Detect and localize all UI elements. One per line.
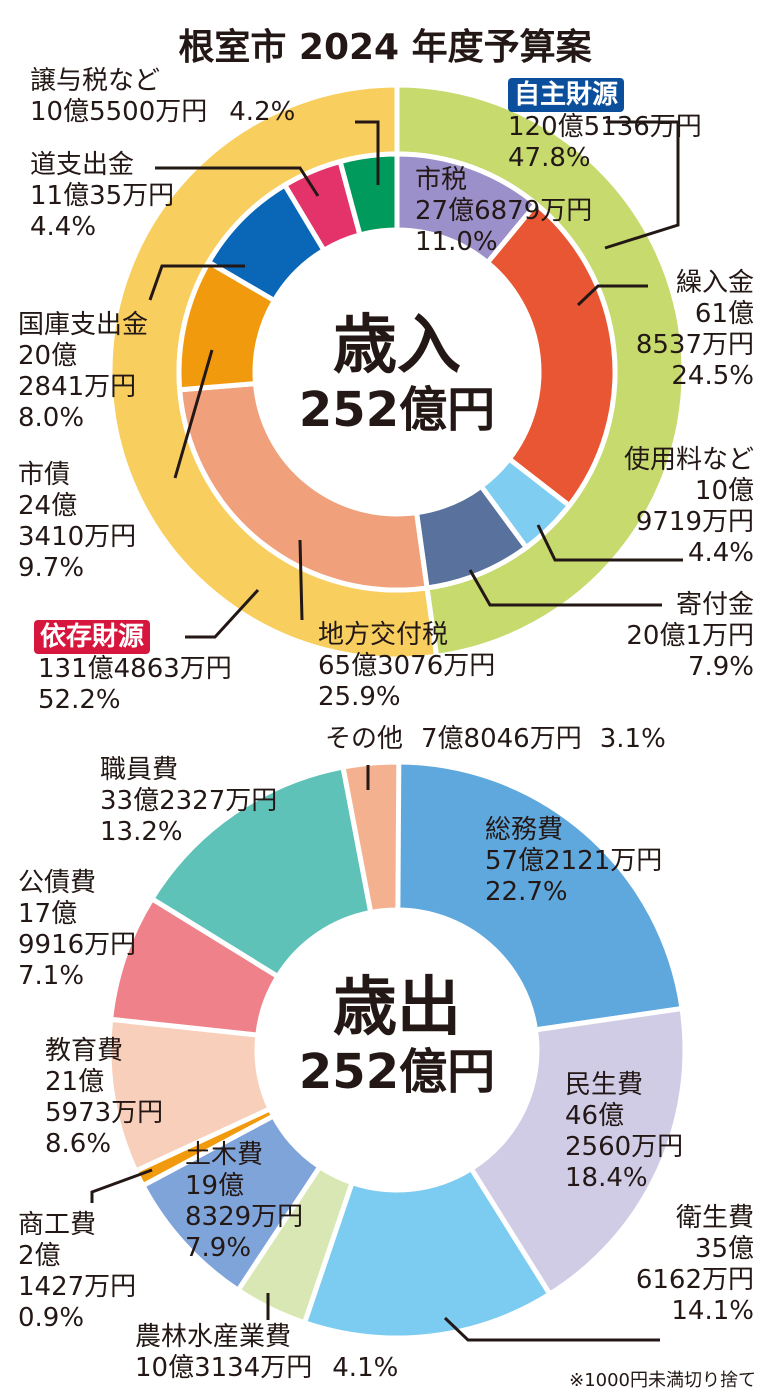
- revenue-center-label: 歳入 252億円: [298, 309, 496, 438]
- label-somuhi: 総務費 57億2121万円 22.7%: [485, 815, 663, 907]
- label-dobokuhi: 土木費 19億 8329万円 7.9%: [185, 1140, 304, 1263]
- revenue-inner-ring: [176, 151, 618, 593]
- label-sonota: その他 7億8046万円 3.1%: [325, 724, 666, 754]
- leader-lines: [90, 120, 683, 1342]
- leader-line: [173, 349, 214, 479]
- expenditure-center-label: 歳出 252億円: [298, 971, 496, 1100]
- slice-譲与税など: [337, 151, 400, 238]
- expenditure-ring: [106, 759, 688, 1341]
- label-shokuinhi: 職員費 33億2327万円 13.2%: [100, 755, 278, 847]
- slice-地方交付税: [177, 380, 430, 593]
- slice-職員費: [148, 764, 374, 980]
- leader-line: [536, 524, 683, 562]
- izon-zaigen-badge: 依存財源: [34, 620, 151, 654]
- chart-title: 根室市 2024 年度予算案: [178, 27, 592, 68]
- leader-line: [468, 569, 662, 607]
- slice-民生費: [467, 1005, 688, 1298]
- label-jouyozei: 譲与税など 10億5500万円 4.2%: [30, 66, 296, 127]
- label-shizei: 市税 27億6879万円 11.0%: [415, 165, 593, 257]
- slice-総務費: [394, 759, 685, 1033]
- leader-line: [148, 264, 245, 301]
- label-eiseihi: 衛生費 35億 6162万円 14.1%: [635, 1203, 754, 1326]
- leader-line: [90, 1168, 153, 1203]
- label-doshishutsukin: 道支出金 11億35万円 4.4%: [30, 150, 175, 242]
- label-kifukin: 寄付金 20億1万円 7.9%: [626, 590, 754, 682]
- label-chihokofuzei: 地方交付税 65億3076万円 25.9%: [318, 620, 496, 712]
- label-minseihi: 民生費 46億 2560万円 18.4%: [565, 1070, 684, 1193]
- label-kurireikin: 繰入金 61億 8537万円 24.5%: [635, 268, 754, 391]
- label-shokohi: 商工費 2億 1427万円 0.9%: [18, 1210, 137, 1333]
- leader-line: [355, 120, 380, 185]
- label-norinsuisan: 農林水産業費 10億3134万円 4.1%: [135, 1322, 399, 1383]
- leader-line: [155, 166, 320, 197]
- leader-line: [604, 120, 680, 250]
- leader-line: [443, 1316, 660, 1342]
- leader-line: [576, 284, 648, 307]
- slice-衛生費: [301, 1165, 554, 1341]
- jishu-zaigen-badge: 自主財源: [508, 78, 625, 112]
- label-shisai: 市債 24億 3410万円 9.7%: [18, 460, 137, 583]
- label-kosaihi: 公債費 17億 9916万円 7.1%: [18, 868, 137, 991]
- label-kyoikuhi: 教育費 21億 5973万円 8.6%: [45, 1036, 164, 1159]
- leader-line: [185, 588, 260, 639]
- label-shiyoryo: 使用料など 10億 9719万円 4.4%: [623, 445, 754, 568]
- leader-line: [298, 539, 304, 621]
- slice-繰入金: [483, 200, 618, 510]
- label-jishu-zaigen: 自主財源 120億5136万円 47.8%: [508, 78, 702, 173]
- label-kokko: 国庫支出金 20億 2841万円 8.0%: [18, 310, 149, 433]
- label-izon-zaigen: 依存財源 131億4863万円 52.2%: [34, 620, 232, 716]
- slice-その他: [340, 759, 402, 916]
- footnote: ※1000円未満切り捨て: [569, 1370, 756, 1391]
